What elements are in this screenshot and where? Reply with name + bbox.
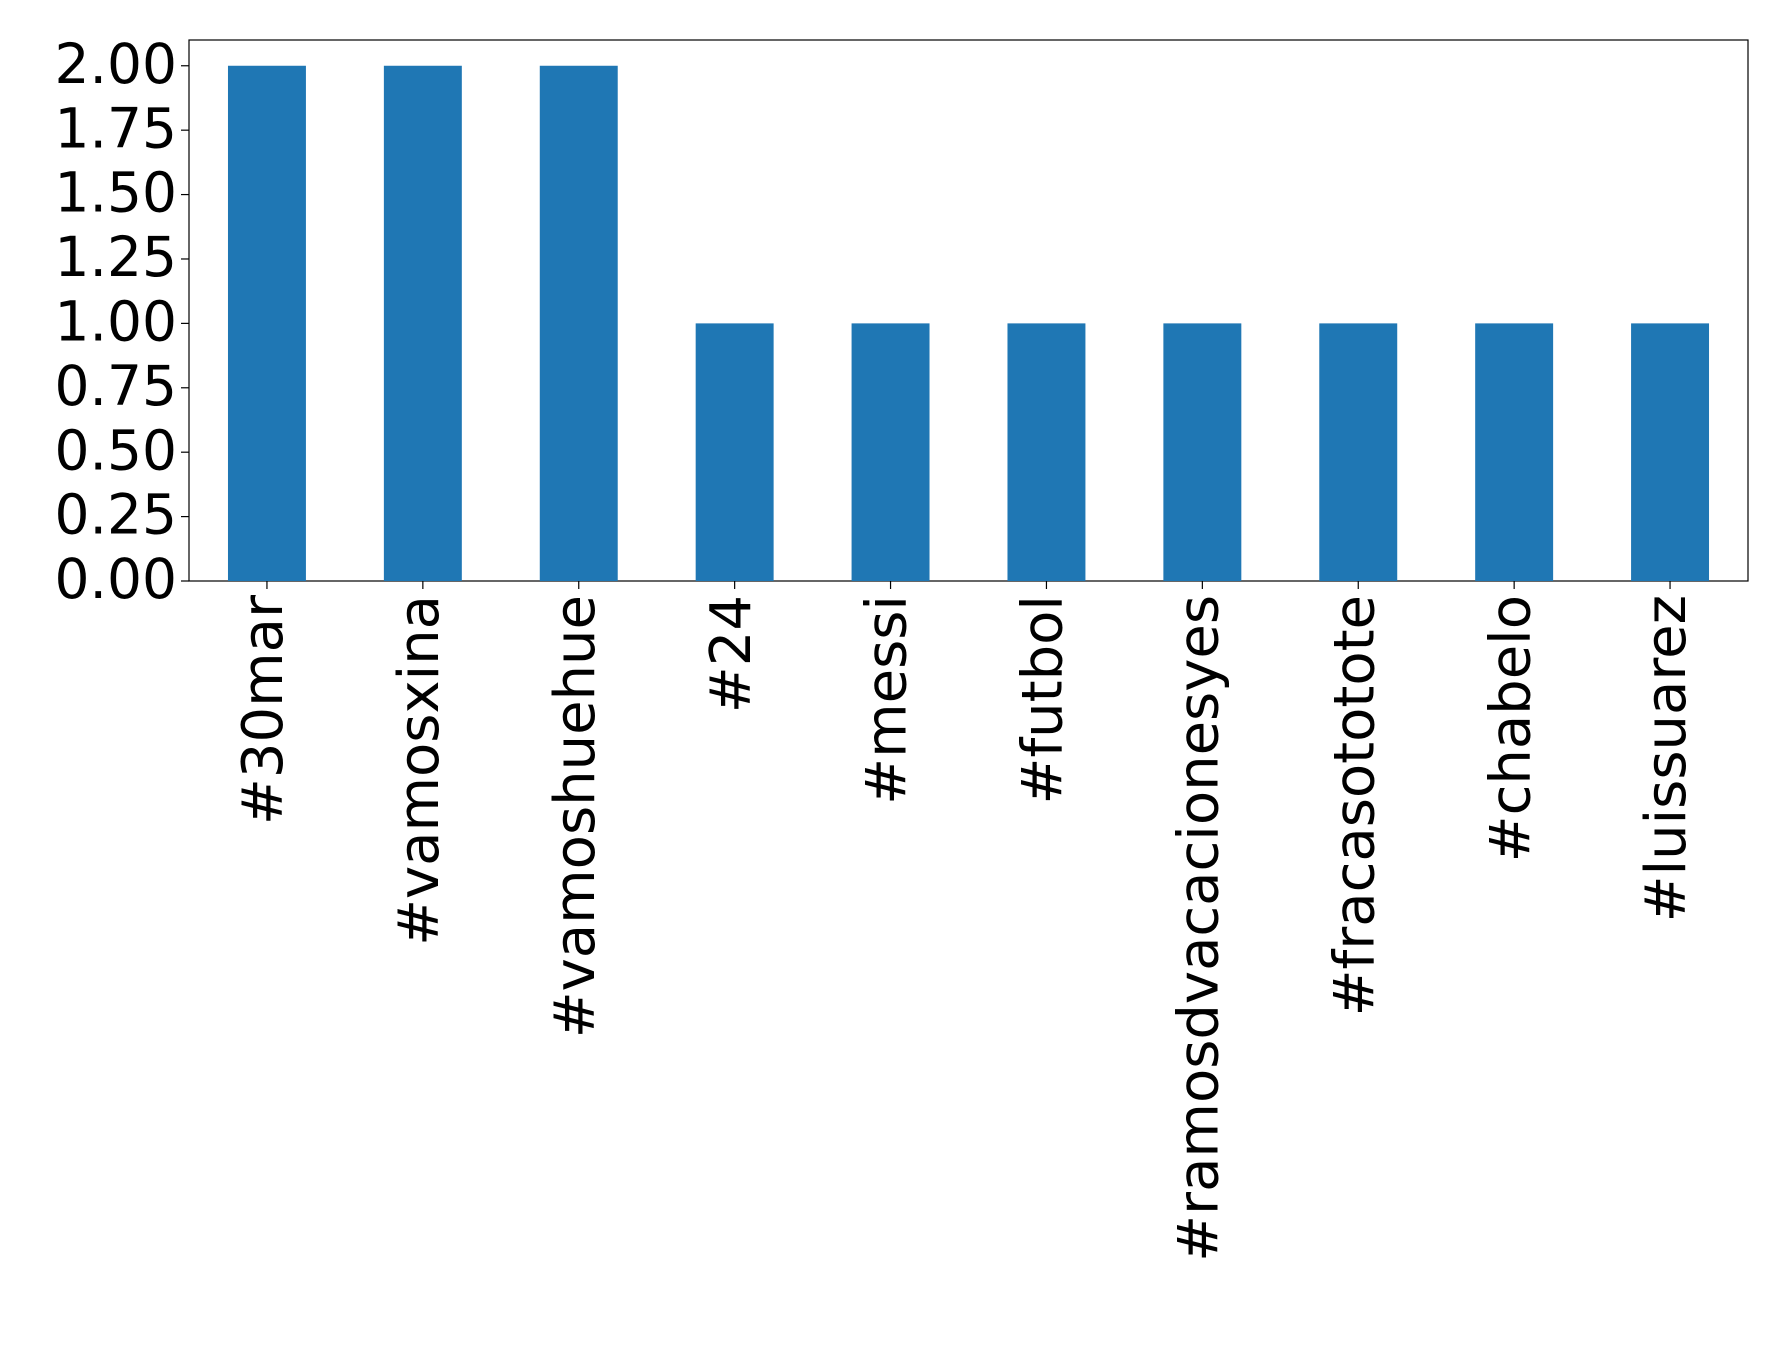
bar [695,323,774,581]
bar [1631,323,1710,581]
plot-frame [188,39,1749,582]
bar [539,65,618,581]
bar [227,65,306,581]
x-tick-label: #vamosxina [387,595,452,946]
bar [1475,323,1554,581]
bar [383,65,462,581]
y-tick-label: 1.75 [55,96,177,160]
x-tick-label: #24 [699,595,764,713]
x-tick-label: #luissuarez [1634,595,1699,922]
bar [851,323,930,581]
y-tick-label: 0.50 [55,418,177,482]
y-tick-label: 2.00 [55,32,177,96]
x-tick-label: #vamoshuehue [543,595,608,1038]
bar [1319,323,1398,581]
y-tick-label: 0.75 [55,354,177,418]
x-tick-label: #30mar [231,594,296,825]
x-tick-label: #ramosdvacacionesyes [1166,595,1231,1262]
bar [1007,323,1086,581]
y-tick-label: 0.25 [55,483,177,547]
x-tick-label: #chabelo [1478,595,1543,862]
x-tick-label: #messi [855,595,920,805]
bar [1163,323,1242,581]
y-tick-label: 1.50 [55,161,177,225]
y-tick-label: 1.00 [55,290,177,354]
y-tick-label: 0.00 [55,547,177,611]
x-tick-label: #fracasototote [1322,595,1387,1016]
x-tick-label: #futbol [1011,595,1076,804]
y-tick-label: 1.25 [55,225,177,289]
